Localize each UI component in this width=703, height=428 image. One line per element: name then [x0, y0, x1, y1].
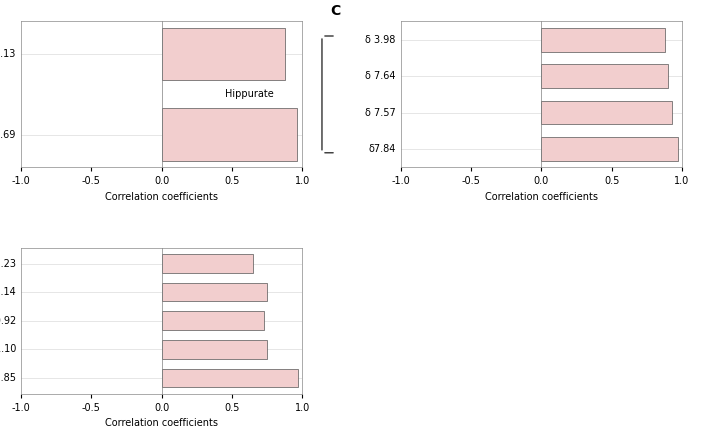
X-axis label: Correlation coefficients: Correlation coefficients — [485, 192, 598, 202]
Bar — [162, 28, 285, 80]
Bar — [162, 340, 267, 359]
X-axis label: Correlation coefficients: Correlation coefficients — [105, 418, 218, 428]
Bar — [162, 254, 253, 273]
Bar — [541, 137, 678, 161]
Bar — [162, 283, 267, 301]
Text: Hippurate: Hippurate — [226, 89, 274, 99]
Bar — [541, 64, 668, 88]
Bar — [162, 108, 297, 161]
X-axis label: Correlation coefficients: Correlation coefficients — [105, 192, 218, 202]
Bar — [541, 101, 672, 125]
Bar — [162, 312, 264, 330]
Bar — [162, 369, 298, 387]
Bar — [541, 28, 665, 52]
Text: C: C — [330, 4, 341, 18]
